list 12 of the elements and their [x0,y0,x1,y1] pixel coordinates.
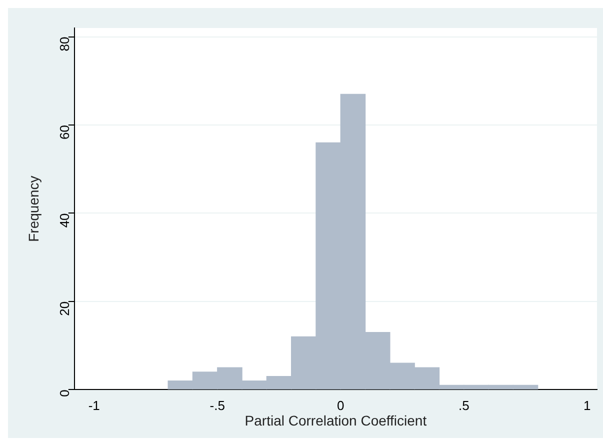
y-tick-label: 60 [56,125,72,140]
x-tick-label: 0 [337,398,344,413]
y-tick-label: 0 [56,390,72,397]
x-axis-title: Partial Correlation Coefficient [244,412,427,428]
y-tick-label: 80 [56,36,72,52]
x-tick-label: 1 [584,398,591,413]
y-tick-label: 40 [56,213,72,228]
y-axis-title: Frequency [25,176,42,242]
x-tick-label: .5 [458,398,470,413]
x-tick-label: -.5 [210,398,225,413]
x-tick-label: -1 [88,398,100,413]
y-tick-label: 20 [56,301,72,316]
